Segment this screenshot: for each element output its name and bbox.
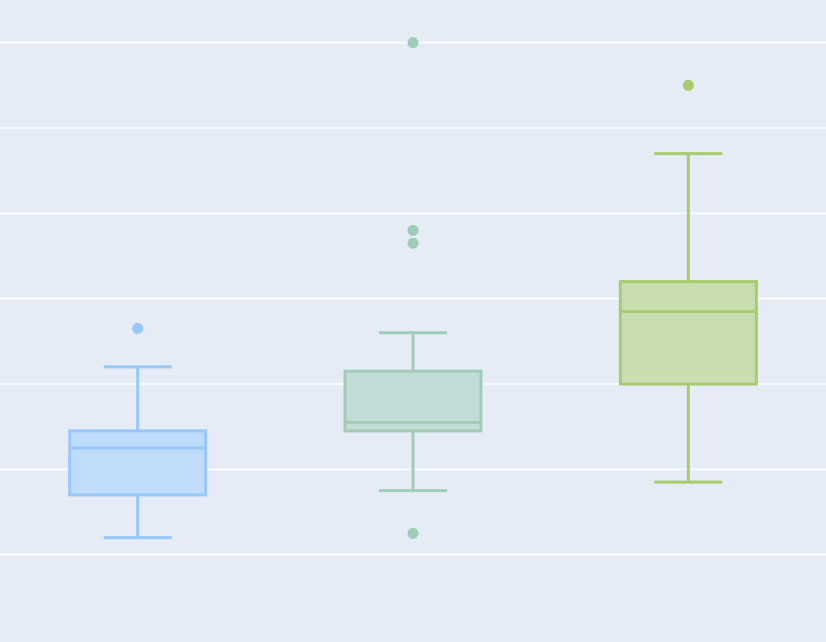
outlier-point [132,323,144,335]
outlier-point [682,79,694,91]
outlier-point [407,224,419,236]
iqr-box [68,429,208,497]
outlier-point [407,37,419,49]
iqr-box [618,280,758,386]
box-group [343,37,483,539]
outlier-point [407,237,419,249]
outlier-point [407,527,419,539]
box-group [68,323,208,540]
box-group [618,79,758,484]
box-series [68,37,758,540]
